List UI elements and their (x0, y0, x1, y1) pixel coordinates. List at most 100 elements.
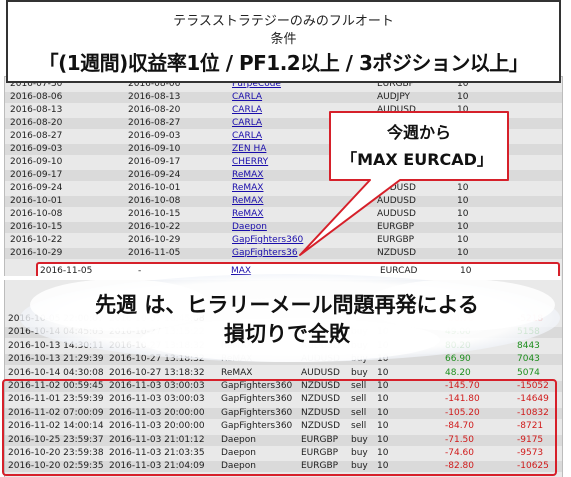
cell-open-time: 2016-11-02 14:00:14 (8, 421, 104, 432)
table-row: 2016-11-02 07:00:09 2016-11-03 20:00:00 Ga… (5, 407, 562, 419)
cell-profit: -14649 (517, 394, 549, 405)
table-row: 2016-10-20 23:59:38 2016-11-03 21:03:35 Da… (5, 448, 562, 459)
callout-line2: 「MAX EURCAD」 (341, 150, 493, 169)
table-row: 2016-10-29 2016-11-05 GapFighters36 NZDUSD 1… (5, 248, 562, 259)
table-row: 2016-11-02 14:00:14 2016-11-03 20:00:00 Ga… (5, 421, 562, 432)
cell-strategy: GapFighters360 (221, 421, 293, 432)
conditions-header: テラスストラテジーのみのフルオート 条件 「(1週間)収益率1位 / PF1.2… (6, 0, 561, 83)
cell-open-time: 2016-10-13 21:29:39 (8, 354, 104, 365)
cell-end-date: 2016-09-24 (128, 170, 181, 180)
cell-pair: EURGBP (377, 235, 415, 245)
cell-open-time: 2016-11-02 07:00:09 (8, 407, 104, 418)
cell-pips: -82.80 (445, 461, 475, 472)
cell-end-date: 2016-09-10 (128, 144, 181, 154)
cell-strategy[interactable]: Daepon (232, 222, 267, 232)
cell-pair: NZDUSD (301, 394, 341, 405)
cell-end-date: 2016-10-22 (128, 222, 181, 232)
cell-start-date: 2016-09-03 (10, 144, 63, 154)
cell-pair: EURGBP (301, 434, 339, 445)
cell-end-date: 2016-09-03 (128, 131, 181, 141)
cell-pips: -74.60 (445, 448, 475, 458)
cell-profit: -10625 (517, 461, 549, 472)
table-row: 2016-09-10 2016-09-17 CHERRY (5, 157, 562, 168)
cell-close-time: 2016-10-27 13:18:32 (109, 354, 205, 365)
cell-strategy: Daepon (221, 448, 256, 458)
cell-pair: AUDUSD (377, 105, 416, 115)
cell-strategy: Daepon (221, 434, 256, 445)
cell-profit: 7043 (517, 354, 540, 365)
table-row: 2016-08-13 2016-08-20 CARLA AUDUSD 10 (5, 105, 562, 116)
cell-start-date: 2016-09-10 (10, 157, 63, 167)
cell-lots: 10 (377, 381, 389, 391)
cell-lots: 10 (457, 105, 469, 115)
cell-end-date: 2016-10-01 (128, 183, 181, 193)
cell-strategy[interactable]: CARLA (232, 105, 263, 115)
cell-strategy: GapFighters360 (221, 381, 293, 391)
table-row: 2016-10-22 2016-10-29 GapFighters360 EURGBP… (5, 235, 562, 246)
cell-end-date: 2016-10-29 (128, 235, 181, 245)
current-end-date: - (138, 266, 142, 276)
cell-end-date: 2016-08-27 (128, 118, 181, 128)
cell-start-date: 2016-10-08 (10, 209, 63, 219)
cell-strategy[interactable]: CARLA (232, 92, 263, 102)
cell-strategy[interactable]: ReMAX (232, 209, 264, 219)
cell-open-time: 2016-11-01 23:59:39 (8, 394, 104, 405)
table-row: 2016-10-20 02:59:35 2016-11-03 21:04:09 Da… (5, 461, 562, 473)
cell-open-time: 2016-11-02 00:59:45 (8, 381, 104, 391)
cell-side: sell (351, 407, 367, 418)
cell-pair: AUDUSD (377, 183, 416, 193)
cell-strategy[interactable]: CARLA (232, 131, 263, 141)
cell-pair: EURGBP (377, 222, 415, 232)
cell-lots: 10 (377, 421, 389, 432)
cell-side: sell (351, 381, 367, 391)
cell-strategy[interactable]: ReMAX (232, 183, 264, 193)
cloud-line1: 先週 は、ヒラリーメール問題再発による (95, 293, 479, 317)
cell-start-date: 2016-09-24 (10, 183, 63, 193)
cell-pair: EURGBP (301, 461, 339, 472)
table-row: 2016-10-14 04:30:08 2016-10-27 13:18:32 Re… (5, 368, 562, 379)
cell-open-time: 2016-10-14 04:30:08 (8, 367, 104, 378)
table-row: 2016-08-06 2016-08-13 CARLA AUDJPY 10 (5, 92, 562, 103)
cell-strategy[interactable]: CARLA (232, 118, 263, 128)
cell-side: sell (351, 394, 367, 405)
cell-profit: -10832 (517, 407, 549, 418)
cell-strategy[interactable]: PurpeCode (232, 79, 281, 89)
cell-side: buy (351, 367, 368, 378)
cell-end-date: 2016-08-06 (128, 79, 181, 89)
table-row: 2016-10-08 2016-10-15 ReMAX AUDUSD 10 (5, 209, 562, 220)
cell-close-time: 2016-11-03 21:04:09 (109, 461, 205, 472)
cell-pair: AUDJPY (377, 92, 411, 102)
cell-lots: 10 (457, 222, 469, 232)
cell-end-date: 2016-09-17 (128, 157, 181, 167)
current-pair: EURCAD (380, 266, 418, 276)
cell-open-time: 2016-10-13 14:30:11 (8, 340, 104, 351)
cell-strategy[interactable]: ReMAX (232, 170, 264, 180)
cell-strategy[interactable]: GapFighters360 (232, 235, 304, 245)
cell-end-date: 2016-08-20 (128, 105, 181, 115)
cell-side: buy (351, 461, 368, 472)
cell-close-time: 2016-11-03 03:00:03 (109, 394, 205, 405)
cell-lots: 10 (377, 461, 389, 472)
cell-open-time: 2016-10-25 23:59:37 (8, 434, 104, 445)
cell-profit: 5074 (517, 367, 540, 378)
cell-strategy[interactable]: ReMAX (232, 196, 264, 206)
cell-profit: -8721 (517, 421, 544, 432)
cell-pair: NZDUSD (301, 381, 341, 391)
cell-strategy[interactable]: ZEN HA (232, 144, 267, 154)
current-strategy-link[interactable]: MAX (231, 266, 252, 276)
cell-lots: 10 (377, 448, 389, 458)
current-lots: 10 (460, 266, 472, 276)
cell-start-date: 2016-08-27 (10, 131, 63, 141)
cell-pips: 66.90 (445, 354, 471, 365)
cell-strategy[interactable]: CHERRY (232, 157, 269, 167)
cell-lots: 10 (377, 394, 389, 405)
cell-start-date: 2016-10-15 (10, 222, 63, 232)
cell-profit: -9573 (517, 448, 544, 458)
cell-end-date: 2016-08-13 (128, 92, 181, 102)
cell-pair: NZDUSD (301, 407, 341, 418)
cell-end-date: 2016-10-15 (128, 209, 181, 219)
table-row: 2016-09-03 2016-09-10 ZEN HA (5, 144, 562, 155)
cell-strategy[interactable]: GapFighters36 (232, 248, 298, 258)
cell-lots: 10 (457, 92, 469, 102)
